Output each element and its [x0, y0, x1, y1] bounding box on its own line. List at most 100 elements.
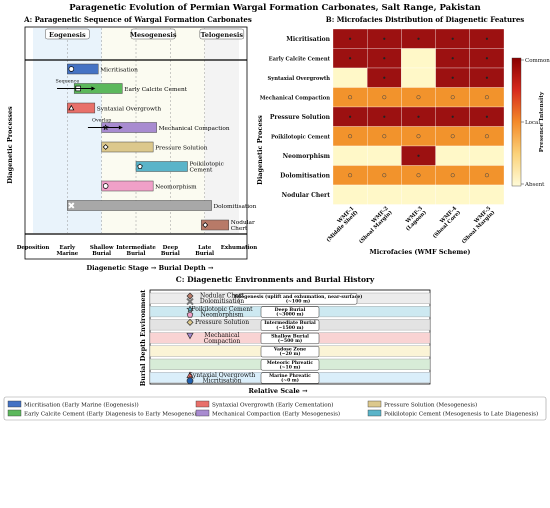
- process-marker: [68, 66, 75, 72]
- environment-marker-label: Syntaxial Overgrowth: [189, 372, 256, 379]
- heatmap-cell: [469, 87, 505, 108]
- process-label-line: Pressure Solution: [155, 146, 208, 152]
- heatmap-cell: [469, 145, 505, 166]
- heatmap-row-label: Micritisation: [286, 36, 330, 43]
- heatmap-cell: [401, 165, 436, 186]
- cell-marker-dot: [451, 115, 454, 118]
- legend-frame: [3, 396, 547, 421]
- stage-tick-label-line: Burial: [127, 251, 146, 257]
- process-marker: [68, 202, 75, 209]
- cell-marker-ring: [484, 95, 489, 100]
- stage-tick-label-line: Shallow: [90, 245, 114, 251]
- process-label-line: Neomorphism: [155, 185, 197, 191]
- colorbar-tick-label: Local: [525, 120, 540, 126]
- process-label-line: Poikilotopic: [190, 162, 224, 168]
- legend-swatch: [367, 409, 382, 417]
- process-marker: [202, 222, 209, 228]
- stage-header: Mesogenesis: [130, 31, 177, 39]
- environment-label-box: [260, 359, 320, 371]
- cell-marker-ring: [484, 173, 489, 178]
- environment-marker-label: Neomorphism: [201, 311, 244, 318]
- heatmap-cell: [367, 87, 402, 108]
- process-bar: [101, 141, 154, 153]
- sequence-arrow-head: [91, 86, 96, 91]
- stage-header: Eogenesis: [49, 31, 86, 39]
- heatmap-cell: [401, 87, 436, 108]
- colorbar: [511, 57, 522, 187]
- stage-tick-label-line: Intermediate: [116, 245, 156, 251]
- stage-tick-label: Late Burial: [195, 245, 214, 257]
- heatmap-cell: [367, 184, 402, 205]
- process-marker-stroke: [68, 202, 75, 209]
- panel-b-xlabel: Microfacies (WMF Scheme): [370, 248, 471, 256]
- environment-label: Deep Burial (~3000 m): [275, 307, 306, 318]
- heatmap-cell: [401, 67, 436, 88]
- heatmap-row-label: Pressure Solution: [270, 114, 331, 121]
- cell-marker-ring: [382, 95, 387, 100]
- process-label: Mechanical Compaction: [159, 126, 230, 132]
- heatmap-cell: [435, 126, 470, 147]
- heatmap-row-label: Mechanical Compaction: [260, 95, 330, 101]
- cell-marker-dot: [349, 57, 352, 60]
- panel-b: B: Microfacies Distribution of Diageneti…: [256, 15, 550, 256]
- heatmap-cell: [367, 145, 402, 166]
- panel-c: C: Diagenetic Environments and Burial Hi…: [139, 275, 431, 395]
- environment-label-line: (~10 m): [279, 363, 300, 370]
- heatmap-row-label: Nodular Chert: [282, 192, 331, 199]
- overlap-annotation: Overlap: [92, 118, 111, 124]
- stage-tick-label: Early Marine: [56, 245, 78, 257]
- environment-marker: [186, 305, 194, 313]
- process-label-line: Cement: [190, 168, 214, 174]
- environment-label: Intermediate Burial (~1500 m): [264, 320, 316, 331]
- heatmap-cell: [332, 145, 368, 166]
- heatmap-row-label: Poikilotopic Cement: [271, 134, 331, 140]
- process-label-line: Micritisation: [100, 68, 138, 74]
- stage-tick-label: Deep Burial: [161, 245, 180, 257]
- stage-tick-label: Intermediate Burial: [116, 245, 156, 257]
- environment-label-line: (~500 m): [278, 337, 302, 344]
- legend-swatch: [367, 400, 382, 408]
- cell-marker-dot: [383, 57, 386, 60]
- colorbar-label: Presence Intensity: [539, 91, 545, 152]
- cell-marker-dot: [417, 154, 420, 157]
- overlap-arrow-head: [118, 125, 123, 130]
- heatmap-cell: [332, 67, 368, 88]
- process-bar: [200, 219, 229, 231]
- heatmap-cell: [401, 126, 436, 147]
- stage-background: [33, 28, 102, 233]
- heatmap-row-label: Syntaxial Overgrowth: [267, 76, 330, 82]
- heatmap-cell: [435, 145, 470, 166]
- process-label-line: Chert: [231, 226, 248, 232]
- environment-label-line: Meteoric Phreatic: [267, 360, 314, 366]
- heatmap-cell: [332, 184, 368, 205]
- legend-swatch: [7, 409, 22, 417]
- process-marker: [68, 104, 75, 111]
- panel-a: A: Paragenetic Sequence of Wargal Format…: [6, 15, 257, 272]
- stage-tick-label: Exhumation: [221, 245, 257, 251]
- heatmap-row-label: Dolomitisation: [280, 172, 330, 179]
- cell-marker-ring: [450, 134, 455, 139]
- heatmap-cell: [469, 126, 505, 147]
- environment-marker: [186, 377, 194, 385]
- environment-marker: [186, 297, 194, 306]
- figure-title: Paragenetic Evolution of Permian Wargal …: [69, 3, 480, 13]
- cell-marker-dot: [383, 37, 386, 40]
- stage-tick-label-line: Deposition: [17, 245, 50, 251]
- heatmap-cell: [401, 48, 436, 69]
- legend-label: Mechanical Compaction (Early Mesogenesis…: [212, 410, 340, 417]
- cell-marker-ring: [416, 95, 421, 100]
- stage-header-box: [45, 28, 90, 40]
- environment-marker-label: Mechanical: [204, 332, 239, 339]
- sequence-annotation: Sequence: [55, 79, 79, 85]
- panel-a-ylabel: Diagenetic Processes: [6, 106, 14, 184]
- cell-marker-dot: [349, 37, 352, 40]
- environment-label-line: (~20 m): [279, 350, 300, 357]
- environment-label: Vadose Zone (~20 m): [273, 347, 306, 358]
- environment-label-box: [260, 346, 320, 358]
- cell-marker-dot: [383, 115, 386, 118]
- legend-label: Early Calcite Cement (Early Diagenesis t…: [24, 410, 201, 417]
- cell-marker-ring: [416, 173, 421, 178]
- environment-label-line: (~1500 m): [276, 324, 303, 331]
- cell-marker-dot: [485, 57, 488, 60]
